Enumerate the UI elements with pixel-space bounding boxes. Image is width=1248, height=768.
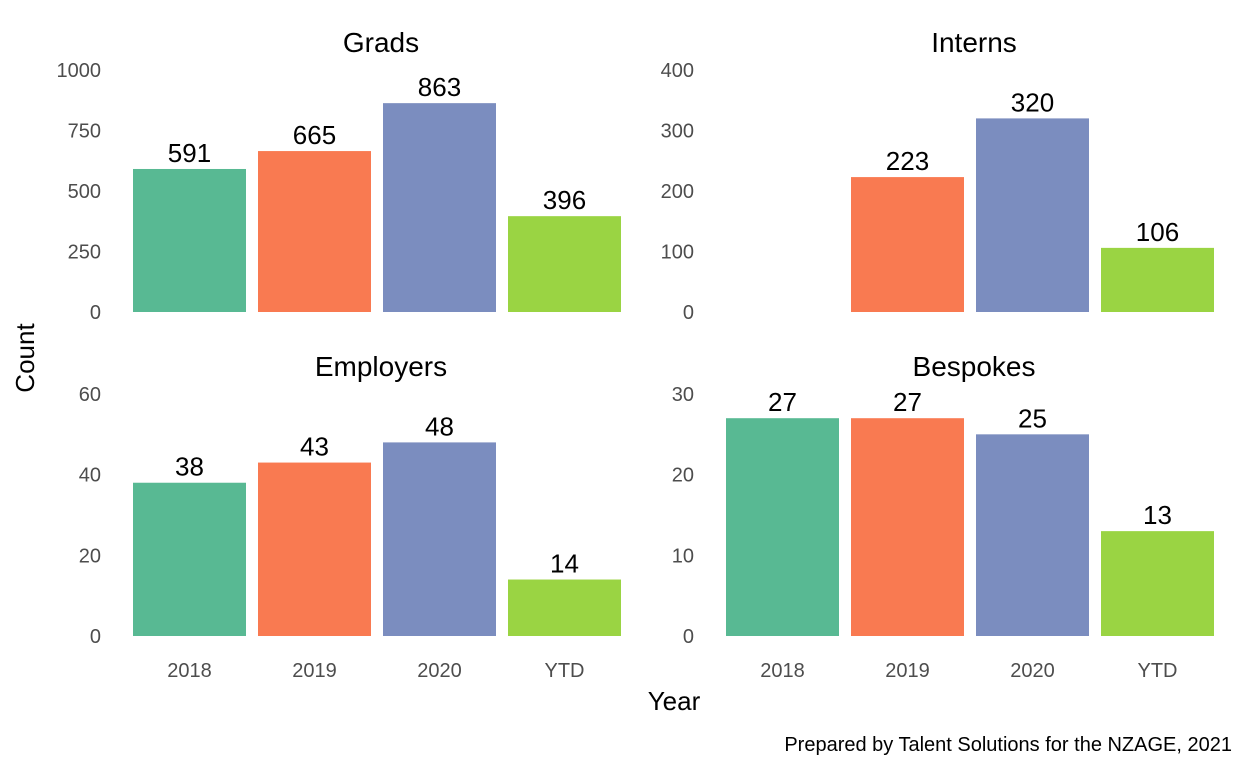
y-tick-label: 10	[672, 545, 694, 567]
x-tick-label: YTD	[1138, 660, 1178, 682]
data-label: 48	[425, 411, 454, 441]
x-tick-label: 2019	[292, 660, 337, 682]
bar-interns-ytd	[1101, 247, 1214, 312]
data-label: 43	[300, 432, 329, 462]
y-tick-label: 250	[68, 242, 101, 264]
y-tick-label: 40	[79, 465, 101, 487]
panel-bespokes: Bespokes 0 10 20 30 27 27 25 13 2018 2019 2020 YTD	[672, 351, 1214, 682]
y-tick-label: 1000	[57, 60, 102, 82]
x-tick-label: 2018	[167, 660, 212, 682]
data-label: 13	[1143, 500, 1172, 530]
y-tick-label: 200	[661, 181, 694, 203]
bar-bespokes-ytd	[1101, 531, 1214, 636]
data-label: 106	[1136, 217, 1179, 247]
y-tick-label: 0	[90, 302, 101, 324]
y-tick-label: 30	[672, 384, 694, 406]
y-tick-label: 20	[672, 465, 694, 487]
y-tick-label: 0	[90, 626, 101, 648]
chart-caption: Prepared by Talent Solutions for the NZA…	[784, 734, 1232, 756]
data-label: 27	[893, 387, 922, 417]
bar-grads-2020	[383, 103, 496, 313]
x-tick-label: 2020	[1010, 660, 1055, 682]
data-label: 591	[168, 138, 211, 168]
y-tick-label: 300	[661, 121, 694, 143]
y-tick-label: 0	[683, 626, 694, 648]
bar-employers-2018	[133, 482, 246, 636]
data-label: 25	[1018, 403, 1047, 433]
chart-panels: Grads02505007501000591665863396Interns01…	[57, 27, 1214, 682]
bar-grads-ytd	[508, 216, 621, 312]
panel-grads: Grads 0 250 500 750 1000 591 665 863 396	[57, 27, 621, 324]
data-label: 396	[543, 185, 586, 215]
y-tick-label: 60	[79, 384, 101, 406]
data-label: 320	[1011, 87, 1054, 117]
y-tick-label: 750	[68, 121, 101, 143]
bar-bespokes-2019	[851, 418, 964, 636]
panel-title-interns: Interns	[931, 27, 1017, 58]
panel-title-grads: Grads	[343, 27, 419, 58]
y-tick-label: 0	[683, 302, 694, 324]
bar-interns-2020	[976, 118, 1089, 313]
y-axis-title: Count	[10, 323, 40, 393]
y-tick-label: 20	[79, 545, 101, 567]
x-tick-label: 2018	[760, 660, 805, 682]
panel-employers: Employers 0 20 40 60 38 43 48 14 2018 2019 2020 YTD	[79, 351, 621, 682]
x-axis-title: Year	[648, 686, 701, 716]
data-label: 38	[175, 452, 204, 482]
x-tick-label: YTD	[545, 660, 585, 682]
bar-interns-2019	[851, 177, 964, 312]
bar-bespokes-2020	[976, 434, 1089, 636]
y-tick-label: 400	[661, 60, 694, 82]
data-label: 665	[293, 120, 336, 150]
data-label: 14	[550, 549, 579, 579]
y-tick-label: 100	[661, 242, 694, 264]
panel-interns: Interns 0 100 200 300 400 223 320 106	[661, 27, 1214, 324]
bar-bespokes-2018	[726, 418, 839, 636]
data-label: 863	[418, 72, 461, 102]
data-label: 27	[768, 387, 797, 417]
bar-grads-2019	[258, 151, 371, 312]
bar-employers-2019	[258, 462, 371, 636]
y-tick-label: 500	[68, 181, 101, 203]
bar-employers-ytd	[508, 579, 621, 636]
data-label: 223	[886, 146, 929, 176]
panel-title-bespokes: Bespokes	[913, 351, 1036, 382]
bar-employers-2020	[383, 442, 496, 636]
panel-title-employers: Employers	[315, 351, 447, 382]
x-tick-label: 2020	[417, 660, 462, 682]
bar-grads-2018	[133, 168, 246, 312]
x-tick-label: 2019	[885, 660, 930, 682]
